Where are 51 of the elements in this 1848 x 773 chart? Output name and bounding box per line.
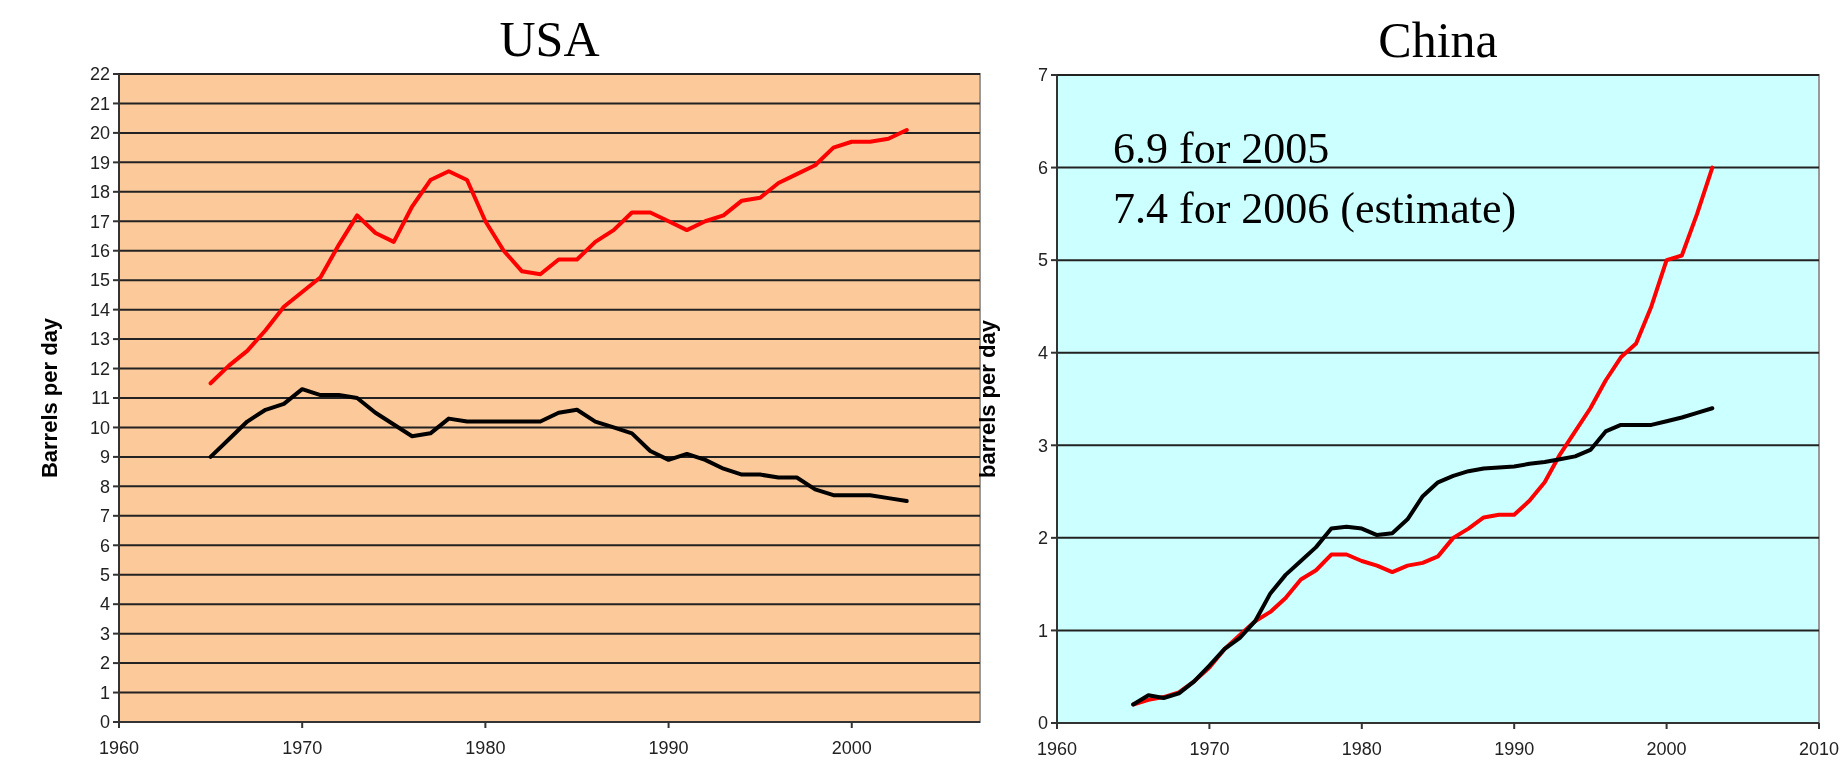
y-tick-label: 5	[1037, 250, 1048, 271]
x-tick-label: 2000	[831, 738, 872, 758]
x-tick-label: 1980	[1341, 739, 1382, 759]
annotation: 6.9 for 2005	[1113, 124, 1330, 173]
y-tick-label: 20	[89, 123, 110, 144]
y-tick-label: 22	[89, 64, 110, 85]
y-tick-label: 3	[1037, 435, 1048, 456]
chart-title: China	[1378, 12, 1498, 68]
y-tick-label: 19	[89, 152, 110, 173]
x-tick-label: 1980	[465, 738, 506, 758]
y-tick-label: 6	[1037, 157, 1048, 178]
y-tick-label: 15	[89, 270, 110, 291]
chart-title: USA	[499, 11, 600, 67]
y-tick-label: 0	[99, 712, 110, 733]
y-tick-label: 6	[99, 535, 110, 556]
y-tick-label: 18	[89, 182, 110, 203]
y-tick-label: 12	[89, 358, 110, 379]
y-tick-label: 11	[91, 388, 110, 409]
y-tick-label: 3	[99, 623, 110, 644]
y-tick-label: 14	[89, 299, 110, 320]
x-tick-label: 1970	[1189, 739, 1230, 759]
y-tick-label: 7	[1037, 65, 1048, 86]
y-tick-label: 1	[99, 682, 110, 703]
x-tick-label: 2010	[1798, 739, 1840, 759]
y-tick-label: 21	[89, 93, 110, 114]
x-tick-label: 1960	[1036, 739, 1078, 759]
y-tick-label: 2	[1037, 528, 1048, 549]
x-tick-label: 1990	[1494, 739, 1535, 759]
y-tick-label: 10	[89, 417, 110, 438]
y-tick-label: 4	[99, 594, 110, 615]
y-tick-label: 5	[99, 565, 110, 586]
y-tick-label: 8	[99, 476, 110, 497]
x-tick-label: 2000	[1646, 739, 1687, 759]
x-tick-label: 1990	[648, 738, 689, 758]
y-tick-label: 0	[1037, 713, 1048, 734]
line-series	[208, 127, 909, 386]
y-tick-label: 2	[99, 653, 110, 674]
x-tick-label: 1960	[98, 738, 140, 758]
annotation: 7.4 for 2006 (estimate)	[1113, 184, 1517, 233]
y-tick-label: 13	[89, 329, 110, 350]
line-series	[208, 387, 909, 504]
y-tick-label: 7	[99, 506, 110, 527]
line-series	[1131, 406, 1715, 707]
y-axis-title: Barrels per day	[37, 317, 62, 479]
y-axis-title: barrels per day	[975, 319, 1000, 478]
x-tick-label: 1970	[282, 738, 323, 758]
y-tick-label: 16	[89, 241, 110, 262]
y-tick-label: 1	[1037, 620, 1048, 641]
y-tick-label: 9	[99, 447, 110, 468]
y-tick-label: 4	[1037, 343, 1048, 364]
y-tick-label: 17	[89, 211, 110, 232]
